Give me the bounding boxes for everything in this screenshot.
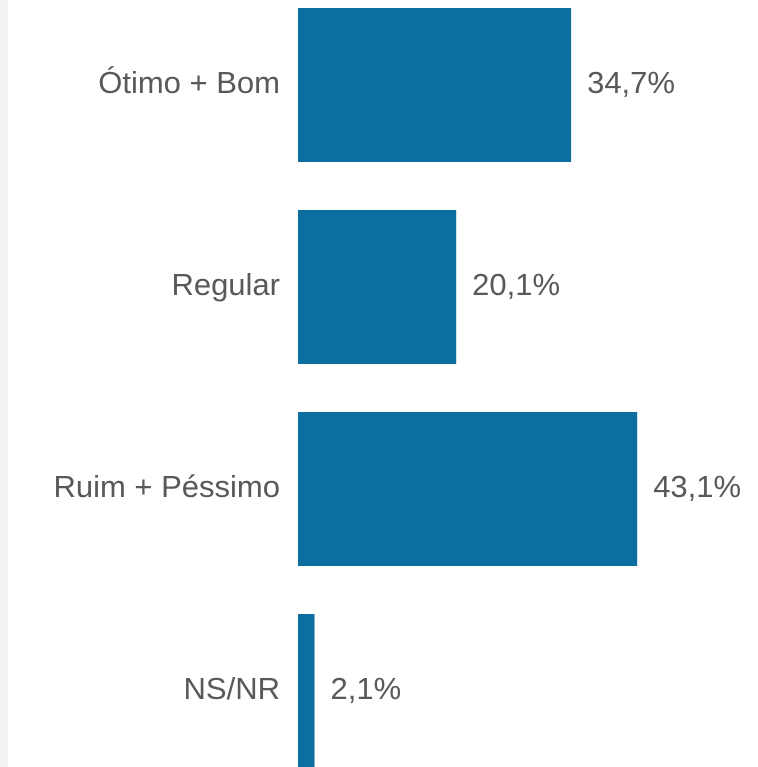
category-label: NS/NR <box>184 671 280 706</box>
value-label: 2,1% <box>331 671 402 706</box>
value-label: 43,1% <box>653 469 741 504</box>
value-label: 20,1% <box>472 267 560 302</box>
left-edge <box>0 0 8 767</box>
category-label: Ótimo + Bom <box>98 65 280 100</box>
category-label: Regular <box>171 267 280 302</box>
bar <box>298 614 315 767</box>
bar <box>298 412 638 566</box>
bar <box>298 8 572 162</box>
value-label: 34,7% <box>587 65 675 100</box>
category-label: Ruim + Péssimo <box>53 469 280 504</box>
bar <box>298 210 457 364</box>
